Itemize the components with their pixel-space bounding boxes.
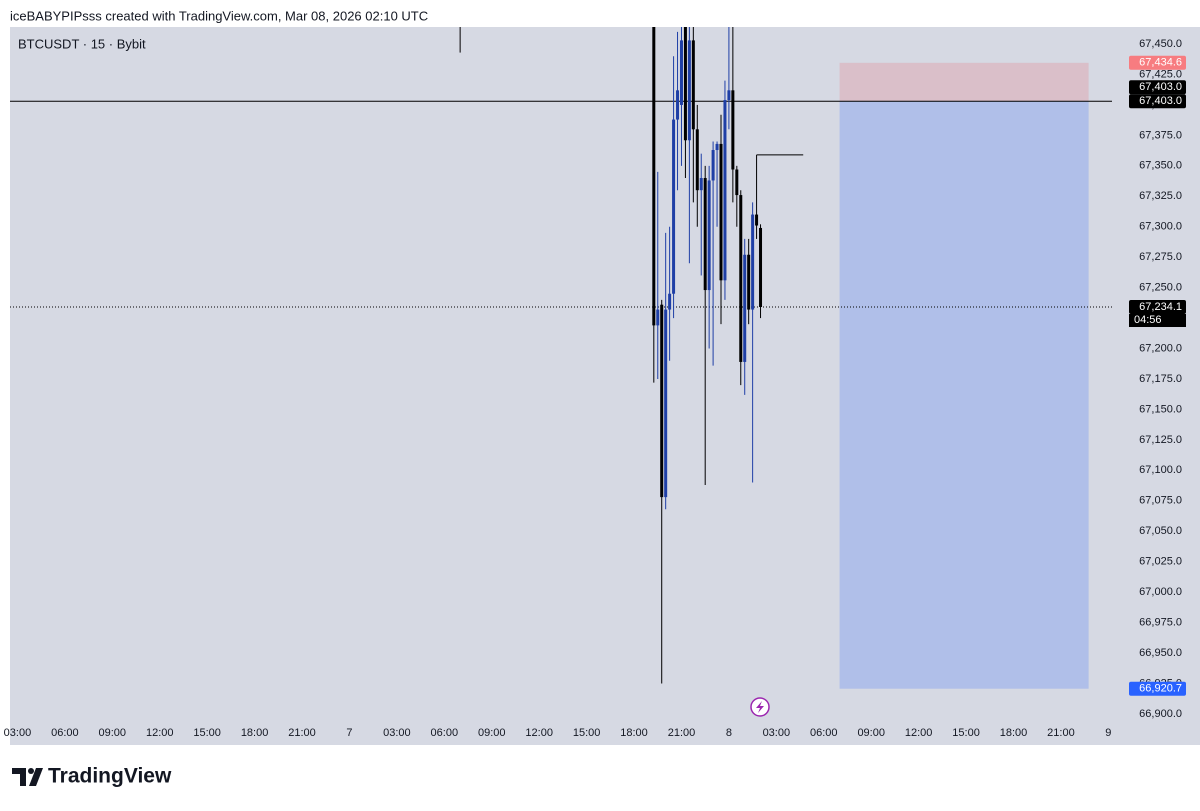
y-tick-label: 67,050.0 (1139, 525, 1182, 537)
x-tick-label: 15:00 (952, 727, 980, 739)
y-tick-label: 67,275.0 (1139, 251, 1182, 263)
x-tick-label: 7 (346, 727, 352, 739)
candle-body (668, 293, 672, 310)
last-price-tag-bg (1129, 300, 1186, 315)
line-price-tag-bg (1129, 94, 1186, 109)
candle-body (676, 90, 680, 120)
stop-price-tag-bg (1129, 55, 1186, 70)
candle-body (719, 143, 723, 281)
stop-zone (839, 62, 1089, 102)
x-tick-label: 18:00 (1000, 727, 1028, 739)
x-tick-label: 21:00 (668, 727, 696, 739)
entry-price-tag-bg (1129, 80, 1186, 95)
x-tick-label: 09:00 (99, 727, 127, 739)
candle-body (699, 178, 703, 191)
logo-icon (12, 768, 43, 786)
candle-body (711, 150, 715, 181)
candle-body (703, 178, 707, 291)
x-tick-label: 03:00 (763, 727, 791, 739)
countdown-bg (1129, 314, 1186, 328)
candle-body (743, 254, 747, 362)
last-price-tag: 67,234.1 (1139, 301, 1182, 313)
target-price-tag: 66,920.7 (1139, 683, 1182, 695)
x-tick-label: 09:00 (478, 727, 506, 739)
candle-body (755, 214, 759, 226)
y-tick-label: 66,900.0 (1139, 708, 1182, 720)
x-tick-label: 18:00 (620, 727, 648, 739)
y-tick-label: 67,175.0 (1139, 373, 1182, 385)
x-tick-label: 21:00 (288, 727, 316, 739)
x-tick-label: 03:00 (4, 727, 32, 739)
candle-body (652, 27, 656, 326)
y-tick-label: 67,000.0 (1139, 586, 1182, 598)
x-tick-label: 9 (1105, 727, 1111, 739)
candle-body (683, 27, 687, 141)
candle-body (747, 254, 751, 310)
x-tick-label: 15:00 (193, 727, 221, 739)
candle-body (731, 90, 735, 170)
chart-title: BTCUSDT · 15 · Bybit (18, 36, 146, 51)
x-tick-label: 8 (726, 727, 732, 739)
target-price-tag-bg (1129, 681, 1186, 696)
x-tick-label: 03:00 (383, 727, 411, 739)
y-tick-label: 67,100.0 (1139, 464, 1182, 476)
x-tick-label: 18:00 (241, 727, 269, 739)
logo-text: TradingView (48, 765, 172, 788)
y-tick-label: 67,250.0 (1139, 282, 1182, 294)
x-tick-label: 06:00 (51, 727, 79, 739)
chart-background (10, 27, 1200, 745)
y-tick-label: 67,325.0 (1139, 190, 1182, 202)
x-tick-label: 06:00 (810, 727, 838, 739)
countdown: 04:56 (1134, 314, 1162, 326)
y-tick-label: 66,950.0 (1139, 647, 1182, 659)
entry-price-tag: 67,403.0 (1139, 81, 1182, 93)
x-tick-label: 21:00 (1047, 727, 1075, 739)
candle-body (735, 169, 739, 196)
y-tick-label: 67,025.0 (1139, 556, 1182, 568)
candle-body (751, 214, 755, 310)
y-tick-label: 67,350.0 (1139, 160, 1182, 172)
y-tick-label: 67,075.0 (1139, 495, 1182, 507)
alert-icon (750, 697, 770, 717)
stop-price-tag: 67,434.6 (1139, 57, 1182, 69)
y-tick-label: 67,125.0 (1139, 434, 1182, 446)
candle-body (691, 40, 695, 130)
candle-body (727, 90, 731, 101)
y-tick-label: 67,450.0 (1139, 38, 1182, 50)
candle-body (695, 129, 699, 191)
header: iceBABYPIPsss created with TradingView.c… (10, 8, 428, 23)
y-tick-label: 67,425.0 (1139, 68, 1182, 80)
candle-body (656, 309, 660, 326)
y-tick-label: 67,375.0 (1139, 129, 1182, 141)
x-tick-label: 15:00 (573, 727, 601, 739)
y-tick-label: 67,150.0 (1139, 403, 1182, 415)
x-tick-label: 12:00 (525, 727, 553, 739)
candle-body (679, 40, 683, 105)
candle-body (459, 0, 462, 8)
candle-body (715, 143, 719, 151)
candle-body (739, 195, 743, 362)
line-price-tag: 67,403.0 (1139, 95, 1182, 107)
plot-area (10, 0, 1112, 689)
y-tick-label: 67,200.0 (1139, 342, 1182, 354)
y-tick-label: 67,300.0 (1139, 221, 1182, 233)
candle-body (723, 100, 727, 281)
x-tick-label: 12:00 (905, 727, 933, 739)
candle-body (672, 119, 676, 294)
candle-body (664, 309, 668, 498)
target-zone (839, 101, 1089, 689)
x-tick-label: 09:00 (857, 727, 885, 739)
candle-body (759, 227, 763, 308)
candle-body (660, 304, 664, 498)
y-tick-label: 66,975.0 (1139, 616, 1182, 628)
candle-body (707, 180, 711, 291)
x-tick-label: 06:00 (431, 727, 459, 739)
x-tick-label: 12:00 (146, 727, 174, 739)
candle-body (687, 40, 691, 141)
